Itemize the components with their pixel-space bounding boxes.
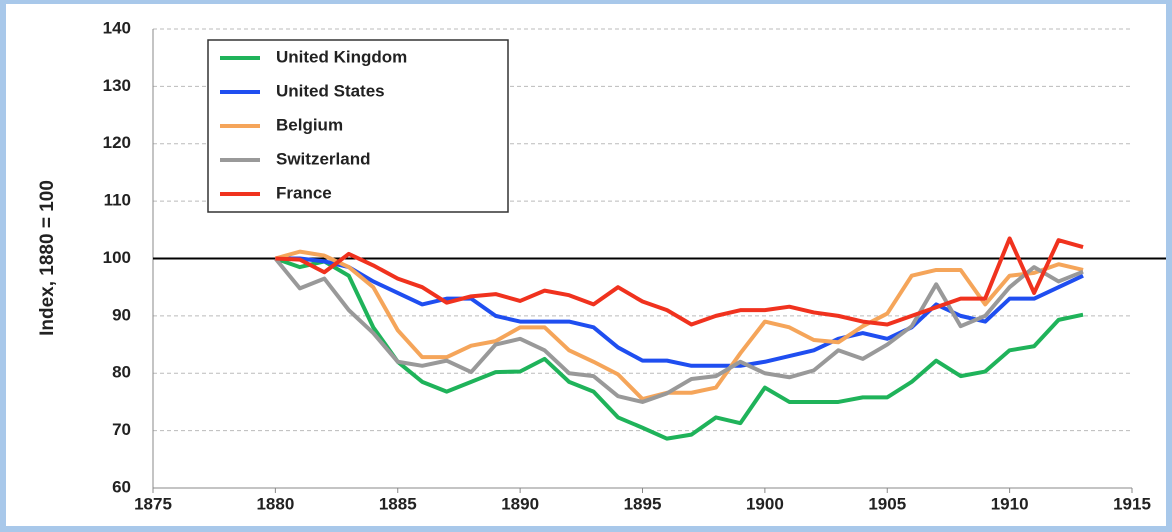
x-tick-label: 1900 <box>746 494 784 513</box>
x-tick-label: 1890 <box>501 494 539 513</box>
y-tick-label: 110 <box>104 191 131 210</box>
x-tick-label: 1875 <box>134 494 172 513</box>
x-tick-label: 1895 <box>624 494 662 513</box>
y-tick-label: 90 <box>112 305 131 324</box>
y-tick-label: 120 <box>103 133 131 152</box>
x-tick-label: 1910 <box>991 494 1029 513</box>
y-tick-label: 140 <box>103 18 131 37</box>
series-line <box>275 236 1084 327</box>
y-tick-label: 100 <box>103 248 131 267</box>
x-tick-label: 1905 <box>868 494 906 513</box>
legend-label: Belgium <box>276 115 343 134</box>
x-tick-label: 1885 <box>379 494 417 513</box>
series-line <box>275 256 1084 368</box>
y-axis-label: Index, 1880 = 100 <box>37 180 58 336</box>
series-line <box>274 249 1084 402</box>
legend-label: United Kingdom <box>276 47 407 66</box>
x-tick-label: 1880 <box>256 494 294 513</box>
y-tick-label: 130 <box>103 76 131 95</box>
y-tick-label: 70 <box>112 420 131 439</box>
legend-label: United States <box>276 81 385 100</box>
series-line <box>274 256 1084 441</box>
y-tick-label: 80 <box>112 363 131 382</box>
legend-label: France <box>276 183 332 202</box>
x-tick-label: 1915 <box>1113 494 1151 513</box>
series-line <box>273 257 1084 404</box>
y-tick-label: 60 <box>112 477 131 496</box>
chart-area <box>6 4 1166 526</box>
legend-label: Switzerland <box>276 149 370 168</box>
